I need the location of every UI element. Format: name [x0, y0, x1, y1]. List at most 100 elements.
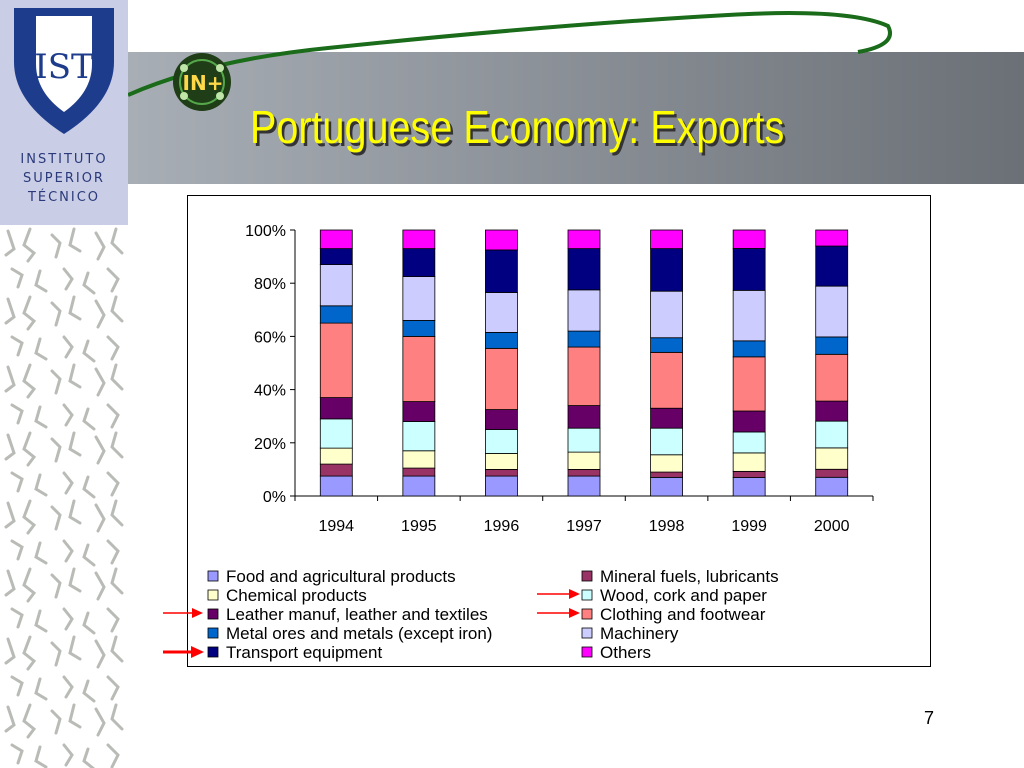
legend-swatch: [207, 627, 219, 639]
bar-segment: [567, 248, 601, 291]
header-band: [128, 52, 1024, 184]
bar-segment: [732, 340, 766, 358]
pattern-stroke: [68, 227, 82, 253]
bar-segment: [402, 475, 436, 497]
pattern-stroke: [50, 709, 62, 735]
pattern-stroke: [50, 369, 62, 395]
bar-segment: [732, 248, 766, 291]
pattern-stroke: [10, 471, 24, 493]
pattern-stroke: [50, 641, 62, 667]
bar-segment: [650, 454, 683, 473]
bar-segment: [815, 420, 849, 449]
sidebar: IST INSTITUTO SUPERIOR TÉCNICO: [0, 0, 128, 768]
pattern-stroke: [34, 473, 48, 497]
bar-segment: [815, 400, 849, 422]
bar-segment: [485, 409, 518, 430]
pattern-stroke: [94, 367, 106, 397]
bar-segment: [815, 476, 849, 497]
pattern-stroke: [110, 227, 124, 255]
pattern-stroke: [82, 271, 96, 295]
legend-label: Chemical products: [226, 586, 367, 605]
pattern-stroke: [22, 363, 37, 399]
pattern-stroke: [110, 499, 124, 527]
bar-segment: [650, 476, 683, 497]
bar-segment: [319, 447, 353, 465]
pattern-stroke: [50, 233, 62, 259]
legend-label: Wood, cork and paper: [600, 586, 767, 605]
pattern-stroke: [68, 295, 82, 321]
bar-segment: [485, 229, 518, 251]
pattern-stroke: [10, 267, 24, 289]
pattern-stroke: [22, 295, 37, 331]
pattern-stroke: [62, 675, 74, 699]
pattern-stroke: [68, 635, 82, 661]
bar-segment: [815, 447, 849, 470]
pattern-stroke: [106, 743, 120, 768]
legend-label: Metal ores and metals (except iron): [226, 624, 492, 643]
stacked-bar-chart: 0% 20% 40% 60% 80% 100% 1994 1995 1996 1997 1998 19…: [207, 223, 874, 662]
institution-line-2: SUPERIOR: [23, 171, 105, 186]
pattern-stroke: [82, 543, 96, 567]
pattern-stroke: [82, 611, 96, 635]
pattern-stroke: [62, 607, 74, 631]
bar-segment: [319, 264, 353, 307]
bar-segment: [485, 453, 518, 470]
pattern-stroke: [22, 567, 37, 603]
bar-segment: [319, 229, 353, 250]
pattern-stroke: [110, 703, 124, 731]
y-tick-label: 0%: [263, 489, 286, 506]
legend-label: Others: [600, 643, 651, 662]
bar-segment: [567, 427, 601, 453]
pattern-stroke: [94, 231, 106, 261]
legend-label: Food and agricultural products: [226, 567, 456, 586]
pattern-stroke: [82, 475, 96, 499]
bar-segment: [732, 477, 766, 497]
bar-segment: [319, 418, 353, 449]
x-tick-label: 1999: [731, 518, 767, 535]
y-tick-label: 100%: [245, 223, 286, 240]
pattern-stroke: [82, 407, 96, 431]
pattern-stroke: [4, 705, 16, 733]
pattern-stroke: [110, 295, 124, 323]
pattern-stroke: [34, 541, 48, 565]
legend-label: Clothing and footwear: [600, 605, 766, 624]
bar-segment: [650, 337, 683, 353]
pattern-stroke: [110, 363, 124, 391]
pattern-stroke: [10, 675, 24, 697]
bar-segment: [319, 322, 353, 398]
pattern-stroke: [94, 707, 106, 737]
pattern-stroke: [22, 431, 37, 467]
bar-segment: [567, 289, 601, 332]
ist-logo-text: IST: [34, 47, 94, 87]
bar-segment: [319, 248, 353, 265]
pattern-stroke: [68, 499, 82, 525]
pattern-stroke: [106, 335, 120, 361]
pattern-stroke: [4, 433, 16, 461]
bar-segment: [815, 229, 849, 247]
pattern-stroke: [94, 299, 106, 329]
legend-label: Transport equipment: [226, 643, 383, 662]
pattern-stroke: [34, 745, 48, 768]
y-tick-label: 40%: [254, 383, 286, 400]
pattern-stroke: [94, 503, 106, 533]
pattern-stroke: [22, 227, 37, 263]
bar-segment: [650, 471, 683, 478]
bar-segment: [402, 335, 436, 402]
bar-segment: [650, 427, 683, 456]
bar-segment: [319, 475, 353, 497]
x-tick-label: 1996: [484, 518, 520, 535]
x-tick-label: 1995: [401, 518, 437, 535]
bar-segment: [319, 463, 353, 477]
pattern-stroke: [22, 703, 37, 739]
bar-segment: [485, 332, 518, 349]
pattern-stroke: [22, 499, 37, 535]
bar-segment: [650, 248, 683, 292]
x-tick-label: 1998: [649, 518, 685, 535]
pattern-stroke: [10, 743, 24, 765]
bar-segment: [485, 475, 518, 497]
pattern-stroke: [94, 571, 106, 601]
bar-segment: [402, 248, 436, 277]
pattern-stroke: [62, 539, 74, 563]
legend-swatch: [207, 608, 219, 620]
bar-segment: [402, 421, 436, 452]
